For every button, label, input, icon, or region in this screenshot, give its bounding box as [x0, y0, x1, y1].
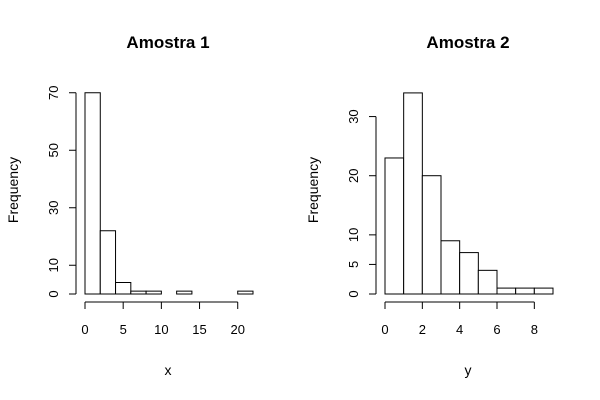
x-axis: 0 2 4 6 8 — [381, 301, 538, 337]
x-tick-label: 4 — [456, 322, 463, 337]
histogram-bar — [99, 230, 117, 295]
histogram-bar — [115, 282, 132, 295]
histogram-bar — [84, 92, 101, 295]
x-tick-label: 0 — [81, 322, 88, 337]
histogram-panel-amostra-2: Amostra 2 y Frequency 0 2 4 6 8 0 5 10 20 30 — [305, 33, 554, 378]
histogram-bar — [145, 290, 162, 295]
bars — [84, 92, 254, 295]
x-tick-label: 6 — [493, 322, 500, 337]
y-axis-label: Frequency — [305, 157, 321, 223]
histogram-bar — [403, 92, 423, 295]
y-tick-label: 0 — [46, 290, 61, 297]
histogram-bar — [421, 175, 442, 295]
histogram-bar — [440, 240, 461, 295]
histogram-bar — [459, 252, 479, 295]
y-tick-label: 10 — [346, 228, 361, 242]
histogram-bar — [496, 287, 517, 295]
bars — [384, 92, 554, 295]
y-tick-label: 0 — [346, 290, 361, 297]
histogram-bar — [477, 269, 498, 295]
y-tick-label: 30 — [346, 109, 361, 123]
histogram-bar — [533, 287, 554, 295]
histogram-bar — [384, 157, 405, 295]
x-tick-label: 2 — [419, 322, 426, 337]
y-tick-label: 5 — [346, 261, 361, 268]
y-axis-label: Frequency — [5, 157, 21, 223]
histogram-panel-amostra-1: Amostra 1 x Frequency 0 5 10 15 20 0 10 30 50 70 — [5, 33, 254, 378]
x-tick-label: 5 — [120, 322, 127, 337]
x-tick-label: 15 — [192, 322, 206, 337]
x-axis-label: y — [465, 362, 472, 378]
y-tick-label: 30 — [46, 201, 61, 215]
x-tick-label: 0 — [381, 322, 388, 337]
y-axis: 0 5 10 20 30 — [346, 109, 377, 298]
y-tick-label: 20 — [346, 168, 361, 182]
histogram-bar — [130, 290, 147, 295]
chart-title: Amostra 1 — [126, 33, 209, 52]
x-axis: 0 5 10 15 20 — [81, 301, 245, 337]
y-axis: 0 10 30 50 70 — [46, 86, 77, 298]
y-tick-label: 50 — [46, 143, 61, 157]
histogram-bar — [176, 290, 193, 295]
chart-title: Amostra 2 — [426, 33, 509, 52]
histogram-bar — [237, 290, 254, 295]
x-tick-label: 20 — [230, 322, 244, 337]
x-axis-label: x — [165, 362, 172, 378]
histogram-bar — [515, 287, 535, 295]
x-tick-label: 8 — [531, 322, 538, 337]
y-tick-label: 10 — [46, 258, 61, 272]
x-tick-label: 10 — [154, 322, 168, 337]
y-tick-label: 70 — [46, 86, 61, 100]
